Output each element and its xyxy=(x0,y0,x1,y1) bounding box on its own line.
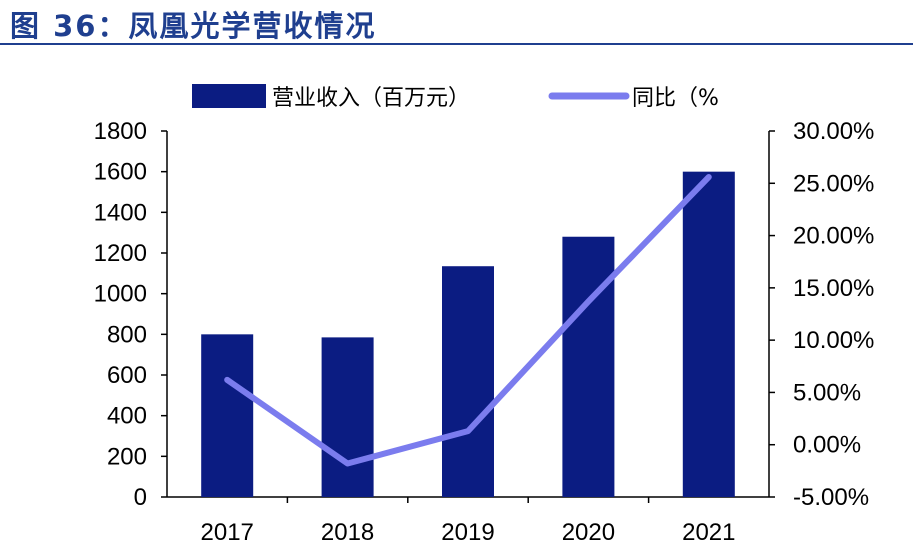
y-right-tick-label: 10.00% xyxy=(793,327,874,354)
y-right-tick-label: 0.00% xyxy=(793,432,861,459)
bar-2020 xyxy=(562,236,615,497)
y-left-tick-label: 1000 xyxy=(94,281,147,308)
y-right-tick-label: 15.00% xyxy=(793,275,874,302)
axes: 0 200 400 600 800 1000 1200 1400 1600 1800 -5.00% 0… xyxy=(94,118,875,511)
y-left-tick-label: 600 xyxy=(107,362,147,389)
y-right-tick-label: 25.00% xyxy=(793,170,874,197)
bar-series xyxy=(201,171,735,497)
legend-label-line: 同比（% xyxy=(632,86,719,111)
x-tick-label-2019: 2019 xyxy=(441,519,494,546)
y-left-tick-label: 1400 xyxy=(94,199,147,226)
y-left-tick-label: 800 xyxy=(107,321,147,348)
x-axis-labels: 2017 2018 2019 2020 2021 xyxy=(201,519,736,546)
x-tick-label-2017: 2017 xyxy=(201,519,254,546)
bar-2017 xyxy=(201,334,254,497)
x-tick-label-2020: 2020 xyxy=(562,519,615,546)
x-tick-label-2018: 2018 xyxy=(321,519,374,546)
y-left-tick-label: 200 xyxy=(107,443,147,470)
bar-2019 xyxy=(442,266,494,497)
y-left-tick-label: 0 xyxy=(134,484,147,511)
y-left-tick-label: 400 xyxy=(107,403,147,430)
figure-title: 图 36：凤凰光学营收情况 xyxy=(10,9,377,43)
y-left-tick-label: 1600 xyxy=(94,159,147,186)
legend-label-bar: 营业收入（百万元） xyxy=(272,86,470,111)
bar-2021 xyxy=(682,171,735,497)
x-tick-label-2021: 2021 xyxy=(682,519,735,546)
legend-swatch-bar xyxy=(192,84,266,108)
y-right-tick-label: 20.00% xyxy=(793,223,874,250)
line-series xyxy=(224,174,712,467)
yoy-growth-line xyxy=(224,174,712,467)
y-left-tick-label: 1200 xyxy=(94,240,147,267)
legend: 营业收入（百万元） 同比（% xyxy=(192,84,719,111)
y-left-tick-label: 1800 xyxy=(94,118,147,145)
bar-2018 xyxy=(321,337,374,497)
y-right-tick-label: 5.00% xyxy=(793,379,861,406)
title-divider xyxy=(0,43,913,45)
y-right-tick-label: 30.00% xyxy=(793,118,874,145)
y-right-tick-label: -5.00% xyxy=(793,484,869,511)
